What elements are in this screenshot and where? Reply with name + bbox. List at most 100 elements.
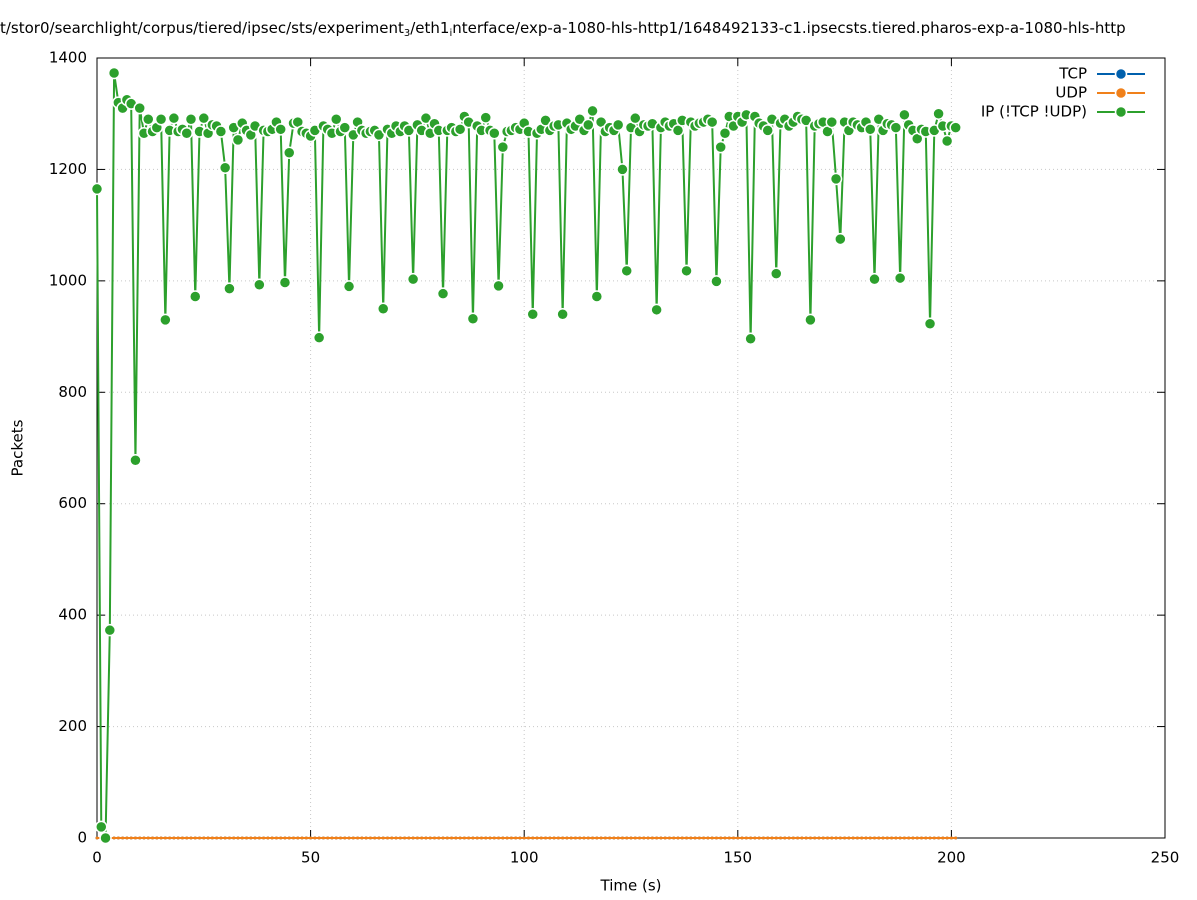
data-point: [394, 836, 398, 840]
data-point: [437, 836, 441, 840]
data-point: [518, 836, 522, 840]
data-point: [334, 836, 338, 840]
data-point: [744, 332, 757, 346]
data-point: [522, 836, 526, 840]
data-point: [608, 836, 612, 840]
data-point: [548, 836, 552, 840]
data-point: [864, 836, 868, 840]
data-point: [99, 831, 112, 845]
data-point: [313, 836, 317, 840]
data-point: [907, 836, 911, 840]
data-point: [253, 278, 266, 292]
data-point: [620, 836, 624, 840]
data-point: [565, 836, 569, 840]
data-point: [180, 126, 193, 140]
data-point: [595, 836, 599, 840]
x-tick-label: 250: [1151, 849, 1180, 867]
data-point: [808, 836, 812, 840]
data-point: [860, 836, 864, 840]
data-point: [705, 115, 719, 129]
data-point: [817, 836, 821, 840]
data-point: [372, 128, 386, 142]
data-point: [582, 836, 586, 840]
data-point: [923, 317, 937, 331]
data-point: [885, 836, 889, 840]
data-point: [535, 836, 539, 840]
data-point: [321, 836, 325, 840]
data-point: [655, 836, 659, 840]
data-point: [385, 836, 389, 840]
data-point: [881, 836, 885, 840]
data-point: [779, 836, 783, 840]
data-point: [193, 836, 197, 840]
data-point: [479, 836, 483, 840]
data-point: [172, 836, 176, 840]
data-point: [509, 836, 513, 840]
data-point: [821, 836, 825, 840]
data-point: [796, 836, 800, 840]
data-point: [253, 836, 257, 840]
data-point: [329, 113, 343, 126]
data-point: [304, 836, 308, 840]
data-point: [467, 836, 471, 840]
data-point: [326, 836, 330, 840]
data-point: [432, 836, 436, 840]
data-point: [702, 836, 706, 840]
data-point: [441, 836, 445, 840]
data-point: [573, 113, 586, 126]
data-point: [360, 836, 364, 840]
y-tick-label: 1000: [49, 271, 87, 289]
data-point: [347, 836, 351, 840]
data-point: [218, 161, 232, 175]
legend-swatch: [1114, 67, 1128, 81]
data-point: [501, 836, 505, 840]
data-point: [309, 836, 313, 840]
data-point: [436, 287, 450, 300]
data-point: [420, 836, 424, 840]
data-point: [184, 113, 198, 126]
data-point: [569, 836, 573, 840]
data-point: [650, 303, 663, 317]
data-point: [270, 836, 274, 840]
data-point: [586, 836, 590, 840]
data-point: [791, 836, 795, 840]
data-point: [95, 820, 108, 834]
data-point: [770, 836, 774, 840]
data-point: [680, 836, 684, 840]
data-point: [215, 836, 219, 840]
data-point: [454, 836, 458, 840]
data-point: [847, 836, 851, 840]
data-point: [142, 836, 146, 840]
data-point: [381, 836, 385, 840]
y-axis-label: Packets: [9, 419, 27, 476]
data-point: [714, 836, 718, 840]
data-point: [561, 836, 565, 840]
data-point: [650, 836, 654, 840]
y-tick-label: 200: [58, 717, 87, 735]
data-point: [232, 836, 236, 840]
title-part: /eth1: [410, 19, 449, 37]
data-point: [659, 836, 663, 840]
data-point: [689, 836, 693, 840]
data-point: [403, 836, 407, 840]
data-point: [282, 146, 296, 159]
data-point: [236, 836, 240, 840]
data-point: [249, 836, 253, 840]
data-point: [163, 836, 167, 840]
data-point: [488, 836, 492, 840]
data-point: [154, 113, 168, 126]
data-point: [453, 123, 467, 136]
data-point: [189, 290, 202, 303]
data-point: [138, 836, 142, 840]
data-point: [112, 836, 116, 840]
data-point: [940, 134, 954, 148]
data-point: [343, 836, 347, 840]
data-point: [445, 836, 449, 840]
data-point: [492, 279, 505, 293]
data-point: [556, 836, 560, 840]
data-point: [531, 836, 535, 840]
data-point: [667, 836, 671, 840]
data-point: [612, 836, 616, 840]
data-point: [146, 836, 150, 840]
data-point: [813, 836, 817, 840]
